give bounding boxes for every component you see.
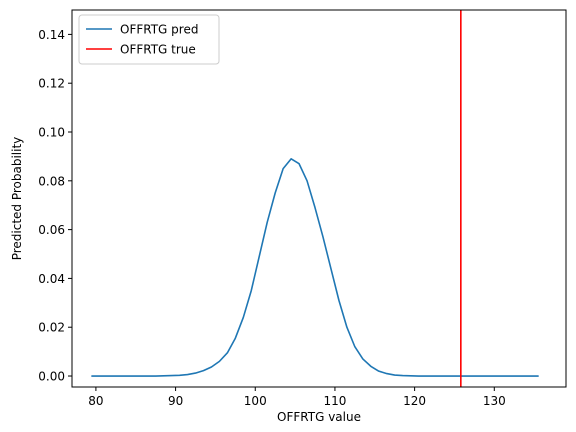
legend-label-pred: OFFRTG pred	[120, 23, 198, 37]
legend-box	[78, 14, 220, 65]
x-tick-label: 130	[483, 394, 506, 408]
series-line-pred	[91, 158, 539, 377]
x-tick-label: 90	[168, 394, 183, 408]
x-axis-label: OFFRTG value	[277, 410, 361, 424]
y-tick-label: 0.06	[38, 223, 65, 237]
y-tick-label: 0.08	[38, 174, 65, 188]
y-tick-label: 0.00	[38, 370, 65, 384]
x-tick-label: 80	[88, 394, 103, 408]
y-tick-label: 0.10	[38, 126, 65, 140]
y-tick-label: 0.14	[38, 28, 65, 42]
x-axis-ticks: 80 90 100 110 120 130	[88, 387, 506, 408]
y-tick-label: 0.04	[38, 272, 65, 286]
y-tick-label: 0.02	[38, 321, 65, 335]
legend-label-true: OFFRTG true	[120, 43, 196, 57]
plot-marks	[91, 10, 539, 387]
y-tick-label: 0.12	[38, 77, 65, 91]
y-axis-ticks: 0.00 0.02 0.04 0.06 0.08 0.10 0.12 0.14	[38, 28, 72, 384]
legend: OFFRTG pred OFFRTG true	[78, 14, 220, 65]
x-tick-label: 110	[323, 394, 346, 408]
y-axis-label: Predicted Probability	[10, 137, 24, 261]
x-tick-label: 120	[403, 394, 426, 408]
plot-frame	[71, 9, 567, 388]
x-tick-label: 100	[244, 394, 267, 408]
